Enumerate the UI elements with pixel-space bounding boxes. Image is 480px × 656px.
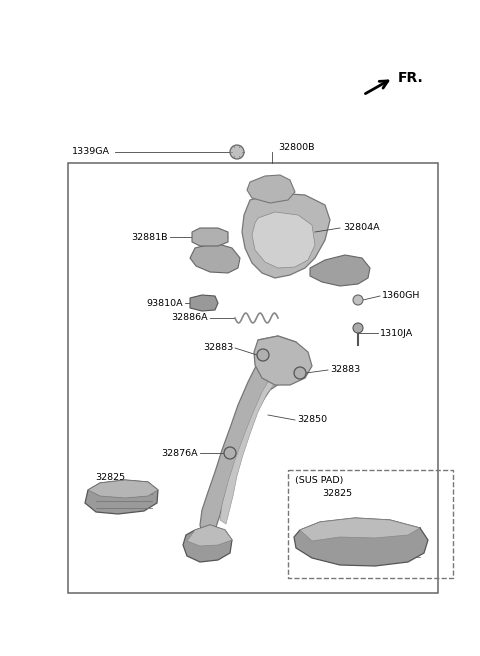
Text: 93810A: 93810A xyxy=(146,298,183,308)
Text: 32883: 32883 xyxy=(203,342,233,352)
Text: 32883: 32883 xyxy=(330,365,360,375)
Circle shape xyxy=(224,447,236,459)
Polygon shape xyxy=(200,336,302,535)
Text: FR.: FR. xyxy=(398,71,424,85)
Bar xyxy=(288,470,453,578)
Polygon shape xyxy=(192,228,228,246)
Text: 32800B: 32800B xyxy=(278,144,314,152)
Circle shape xyxy=(353,323,363,333)
Polygon shape xyxy=(300,518,420,541)
Text: 32850: 32850 xyxy=(297,415,327,424)
Polygon shape xyxy=(183,525,232,562)
Polygon shape xyxy=(190,243,240,273)
Text: 32876A: 32876A xyxy=(161,449,198,457)
Text: 1360GH: 1360GH xyxy=(382,291,420,300)
Polygon shape xyxy=(190,295,218,311)
Text: 32804A: 32804A xyxy=(343,224,380,232)
Polygon shape xyxy=(310,255,370,286)
Circle shape xyxy=(257,349,269,361)
Text: 32825: 32825 xyxy=(95,474,125,483)
Polygon shape xyxy=(254,336,312,385)
Text: (SUS PAD): (SUS PAD) xyxy=(295,476,343,485)
Text: 1310JA: 1310JA xyxy=(380,329,413,337)
Polygon shape xyxy=(187,525,232,546)
Text: 1339GA: 1339GA xyxy=(72,148,110,157)
Polygon shape xyxy=(252,212,315,268)
Polygon shape xyxy=(294,518,428,566)
Polygon shape xyxy=(247,175,295,203)
Polygon shape xyxy=(85,480,158,514)
Polygon shape xyxy=(88,480,158,498)
Polygon shape xyxy=(242,193,330,278)
Text: 32886A: 32886A xyxy=(171,314,208,323)
Circle shape xyxy=(353,295,363,305)
Text: 32881B: 32881B xyxy=(132,232,168,241)
Circle shape xyxy=(294,367,306,379)
Circle shape xyxy=(230,145,244,159)
Text: 32825: 32825 xyxy=(322,489,352,497)
Polygon shape xyxy=(220,341,294,524)
Bar xyxy=(68,163,438,593)
